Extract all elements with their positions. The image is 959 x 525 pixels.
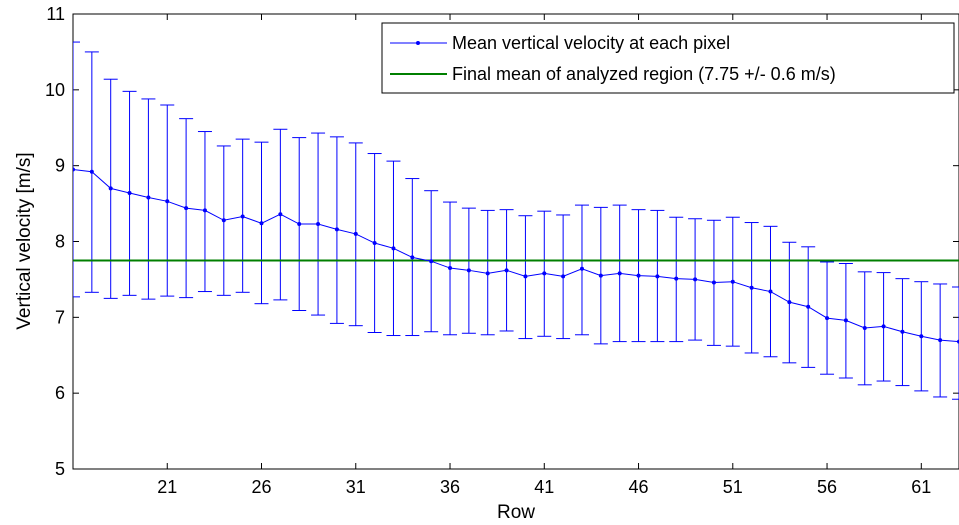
mean-velocity-point — [636, 273, 641, 278]
mean-velocity-point — [391, 246, 396, 251]
plot-content — [73, 41, 959, 400]
y-tick-label: 9 — [55, 156, 65, 176]
mean-velocity-point — [825, 316, 830, 321]
mean-velocity-point — [165, 199, 170, 204]
legend-label-mean-velocity: Mean vertical velocity at each pixel — [452, 33, 730, 53]
mean-velocity-point — [108, 186, 113, 191]
y-tick-label: 7 — [55, 307, 65, 327]
legend-label-final-mean: Final mean of analyzed region (7.75 +/- … — [452, 64, 836, 84]
y-axis-label: Vertical velocity [m/s] — [14, 152, 35, 329]
x-tick-label: 46 — [629, 477, 649, 497]
mean-velocity-point — [579, 266, 584, 271]
mean-velocity-point — [372, 241, 377, 246]
mean-velocity-point — [466, 268, 471, 273]
mean-velocity-point — [485, 271, 490, 276]
x-tick-label: 41 — [534, 477, 554, 497]
mean-velocity-point — [900, 329, 905, 334]
legend: Mean vertical velocity at each pixel Fin… — [381, 22, 955, 94]
mean-velocity-point — [598, 273, 603, 278]
x-axis-label: Row — [497, 502, 535, 523]
mean-velocity-point — [693, 277, 698, 282]
mean-velocity-point — [542, 271, 547, 276]
legend-marker-mean-velocity — [416, 41, 420, 45]
x-tick-label: 21 — [157, 477, 177, 497]
y-tick-label: 5 — [55, 459, 65, 479]
mean-velocity-point — [353, 231, 358, 236]
mean-velocity-point — [843, 318, 848, 323]
mean-velocity-point — [221, 218, 226, 223]
mean-velocity-point — [184, 206, 189, 211]
mean-velocity-point — [919, 334, 924, 339]
y-tick-label: 10 — [45, 80, 65, 100]
x-tick-label: 31 — [346, 477, 366, 497]
mean-velocity-point — [504, 268, 509, 273]
mean-velocity-point — [73, 167, 75, 172]
mean-velocity-point — [938, 338, 943, 343]
mean-velocity-point — [278, 212, 283, 217]
mean-velocity-point — [448, 266, 453, 271]
mean-velocity-point — [806, 304, 811, 309]
mean-velocity-point — [259, 221, 264, 226]
mean-velocity-point — [202, 208, 207, 213]
mean-velocity-point — [655, 274, 660, 279]
mean-velocity-line — [73, 168, 959, 343]
mean-velocity-point — [334, 227, 339, 232]
mean-velocity-point — [617, 271, 622, 276]
x-tick-label: 26 — [251, 477, 271, 497]
mean-velocity-point — [711, 280, 716, 285]
mean-velocity-point — [297, 222, 302, 227]
mean-velocity-point — [749, 285, 754, 290]
mean-velocity-point — [410, 255, 415, 260]
mean-velocity-point — [316, 222, 321, 227]
x-tick-label: 61 — [911, 477, 931, 497]
mean-velocity-point — [240, 214, 245, 219]
mean-velocity-point — [674, 276, 679, 281]
mean-velocity-point — [89, 169, 94, 174]
x-tick-label: 51 — [723, 477, 743, 497]
y-tick-label: 8 — [55, 232, 65, 252]
mean-velocity-point — [523, 274, 528, 279]
y-tick-label: 11 — [46, 4, 65, 24]
mean-velocity-point — [146, 195, 151, 200]
x-tick-label: 56 — [817, 477, 837, 497]
mean-velocity-point — [429, 259, 434, 264]
mean-velocity-point — [730, 279, 735, 284]
mean-velocity-point — [881, 324, 886, 329]
mean-velocity-point — [561, 274, 566, 279]
mean-velocity-point — [768, 289, 773, 294]
x-tick-label: 36 — [440, 477, 460, 497]
mean-velocity-point — [787, 300, 792, 305]
mean-velocity-point — [127, 190, 132, 195]
y-tick-label: 6 — [55, 383, 65, 403]
mean-velocity-point — [862, 325, 867, 330]
legend-box — [381, 22, 955, 94]
